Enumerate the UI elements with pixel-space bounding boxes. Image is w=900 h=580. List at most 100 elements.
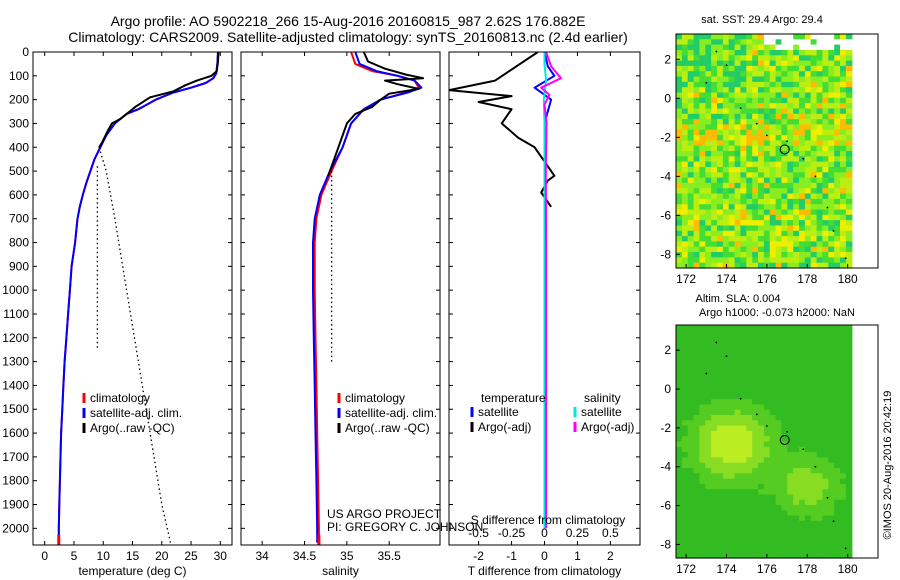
map-cell bbox=[758, 356, 765, 363]
map-cell bbox=[763, 209, 771, 216]
map-cell bbox=[787, 145, 794, 152]
map-cell bbox=[740, 252, 747, 258]
map-cell bbox=[734, 262, 742, 269]
map-cell bbox=[828, 188, 835, 195]
map-cell bbox=[845, 383, 853, 390]
map-cell bbox=[693, 71, 701, 78]
map-cell bbox=[775, 113, 783, 120]
map-cell bbox=[799, 335, 806, 342]
map-cell bbox=[834, 526, 841, 533]
map-cell bbox=[834, 177, 841, 184]
map-cell bbox=[822, 246, 829, 253]
map-cell bbox=[717, 362, 724, 368]
map-cell bbox=[781, 161, 788, 168]
map-cell bbox=[804, 393, 812, 400]
map-cell bbox=[793, 552, 800, 559]
map-cell bbox=[775, 214, 783, 221]
map-cell bbox=[781, 409, 788, 416]
map-cell bbox=[822, 351, 829, 358]
map-cell bbox=[711, 520, 718, 527]
map-cell bbox=[763, 214, 771, 221]
map-cell bbox=[775, 44, 783, 51]
map-cell bbox=[840, 478, 847, 485]
map-cell bbox=[810, 483, 818, 490]
map-cell bbox=[769, 124, 777, 131]
map-cell bbox=[822, 193, 829, 200]
map-cell bbox=[816, 452, 824, 458]
map-cell bbox=[758, 214, 765, 221]
sst-title: sat. SST: 29.4 Argo: 29.4 bbox=[701, 14, 823, 26]
map-cell bbox=[799, 44, 806, 51]
p-sal-frame bbox=[240, 51, 441, 546]
y-tick-label: 0 bbox=[664, 382, 671, 396]
map-cell bbox=[775, 404, 783, 411]
map-cell bbox=[752, 225, 759, 232]
map-cell bbox=[775, 55, 783, 62]
map-cell bbox=[717, 55, 724, 62]
map-cell bbox=[740, 356, 747, 363]
map-cell bbox=[758, 510, 765, 517]
map-cell bbox=[746, 182, 753, 189]
map-cell bbox=[834, 325, 841, 331]
map-cell bbox=[793, 97, 800, 104]
map-cell bbox=[734, 356, 742, 363]
map-cell bbox=[693, 262, 701, 269]
map-cell bbox=[693, 420, 701, 427]
map-cell bbox=[775, 505, 783, 511]
map-cell bbox=[711, 536, 718, 543]
map-cell bbox=[769, 182, 777, 189]
map-cell bbox=[763, 542, 771, 548]
map-cell bbox=[687, 103, 695, 109]
map-cell bbox=[705, 50, 712, 56]
map-cell bbox=[752, 135, 759, 141]
map-cell bbox=[676, 177, 683, 184]
map-cell bbox=[734, 252, 742, 258]
map-cell bbox=[681, 129, 689, 136]
map-cell bbox=[828, 446, 835, 453]
map-cell bbox=[746, 145, 753, 152]
map-cell bbox=[804, 262, 812, 269]
map-cell bbox=[693, 182, 701, 189]
map-cell bbox=[746, 156, 753, 163]
map-cell bbox=[822, 65, 829, 72]
map-cell bbox=[758, 34, 765, 40]
map-cell bbox=[752, 367, 759, 374]
map-cell bbox=[711, 177, 718, 184]
legend-label: satellite bbox=[478, 405, 519, 419]
map-cell bbox=[740, 515, 747, 522]
map-cell bbox=[787, 55, 794, 62]
map-cell bbox=[752, 145, 759, 152]
y-tick-label: -4 bbox=[660, 169, 671, 183]
map-cell bbox=[799, 340, 806, 347]
s-tick-label: 0 bbox=[541, 526, 548, 540]
map-cell bbox=[769, 383, 777, 390]
map-cell bbox=[769, 108, 777, 115]
map-cell bbox=[705, 446, 712, 453]
map-cell bbox=[687, 241, 695, 248]
map-cell bbox=[728, 39, 736, 46]
map-cell bbox=[840, 103, 847, 109]
map-cell bbox=[693, 225, 701, 232]
map-cell bbox=[687, 420, 695, 427]
map-cell bbox=[740, 188, 747, 195]
map-cell bbox=[746, 330, 753, 337]
y-tick-label: -2 bbox=[660, 421, 671, 435]
map-cell bbox=[752, 425, 759, 432]
map-cell bbox=[787, 462, 794, 469]
map-cell bbox=[834, 76, 841, 83]
map-cell bbox=[676, 383, 683, 390]
map-cell bbox=[687, 97, 695, 104]
map-cell bbox=[822, 177, 829, 184]
map-cell bbox=[775, 536, 783, 543]
map-cell bbox=[810, 145, 818, 152]
map-cell bbox=[822, 489, 829, 496]
map-cell bbox=[781, 172, 788, 179]
map-cell bbox=[752, 129, 759, 136]
map-cell bbox=[758, 346, 765, 353]
map-cell bbox=[699, 97, 706, 104]
map-cell bbox=[699, 399, 706, 405]
map-cell bbox=[822, 526, 829, 533]
map-cell bbox=[769, 404, 777, 411]
map-cell bbox=[746, 230, 753, 237]
s-tick-label: 0.25 bbox=[566, 526, 590, 540]
